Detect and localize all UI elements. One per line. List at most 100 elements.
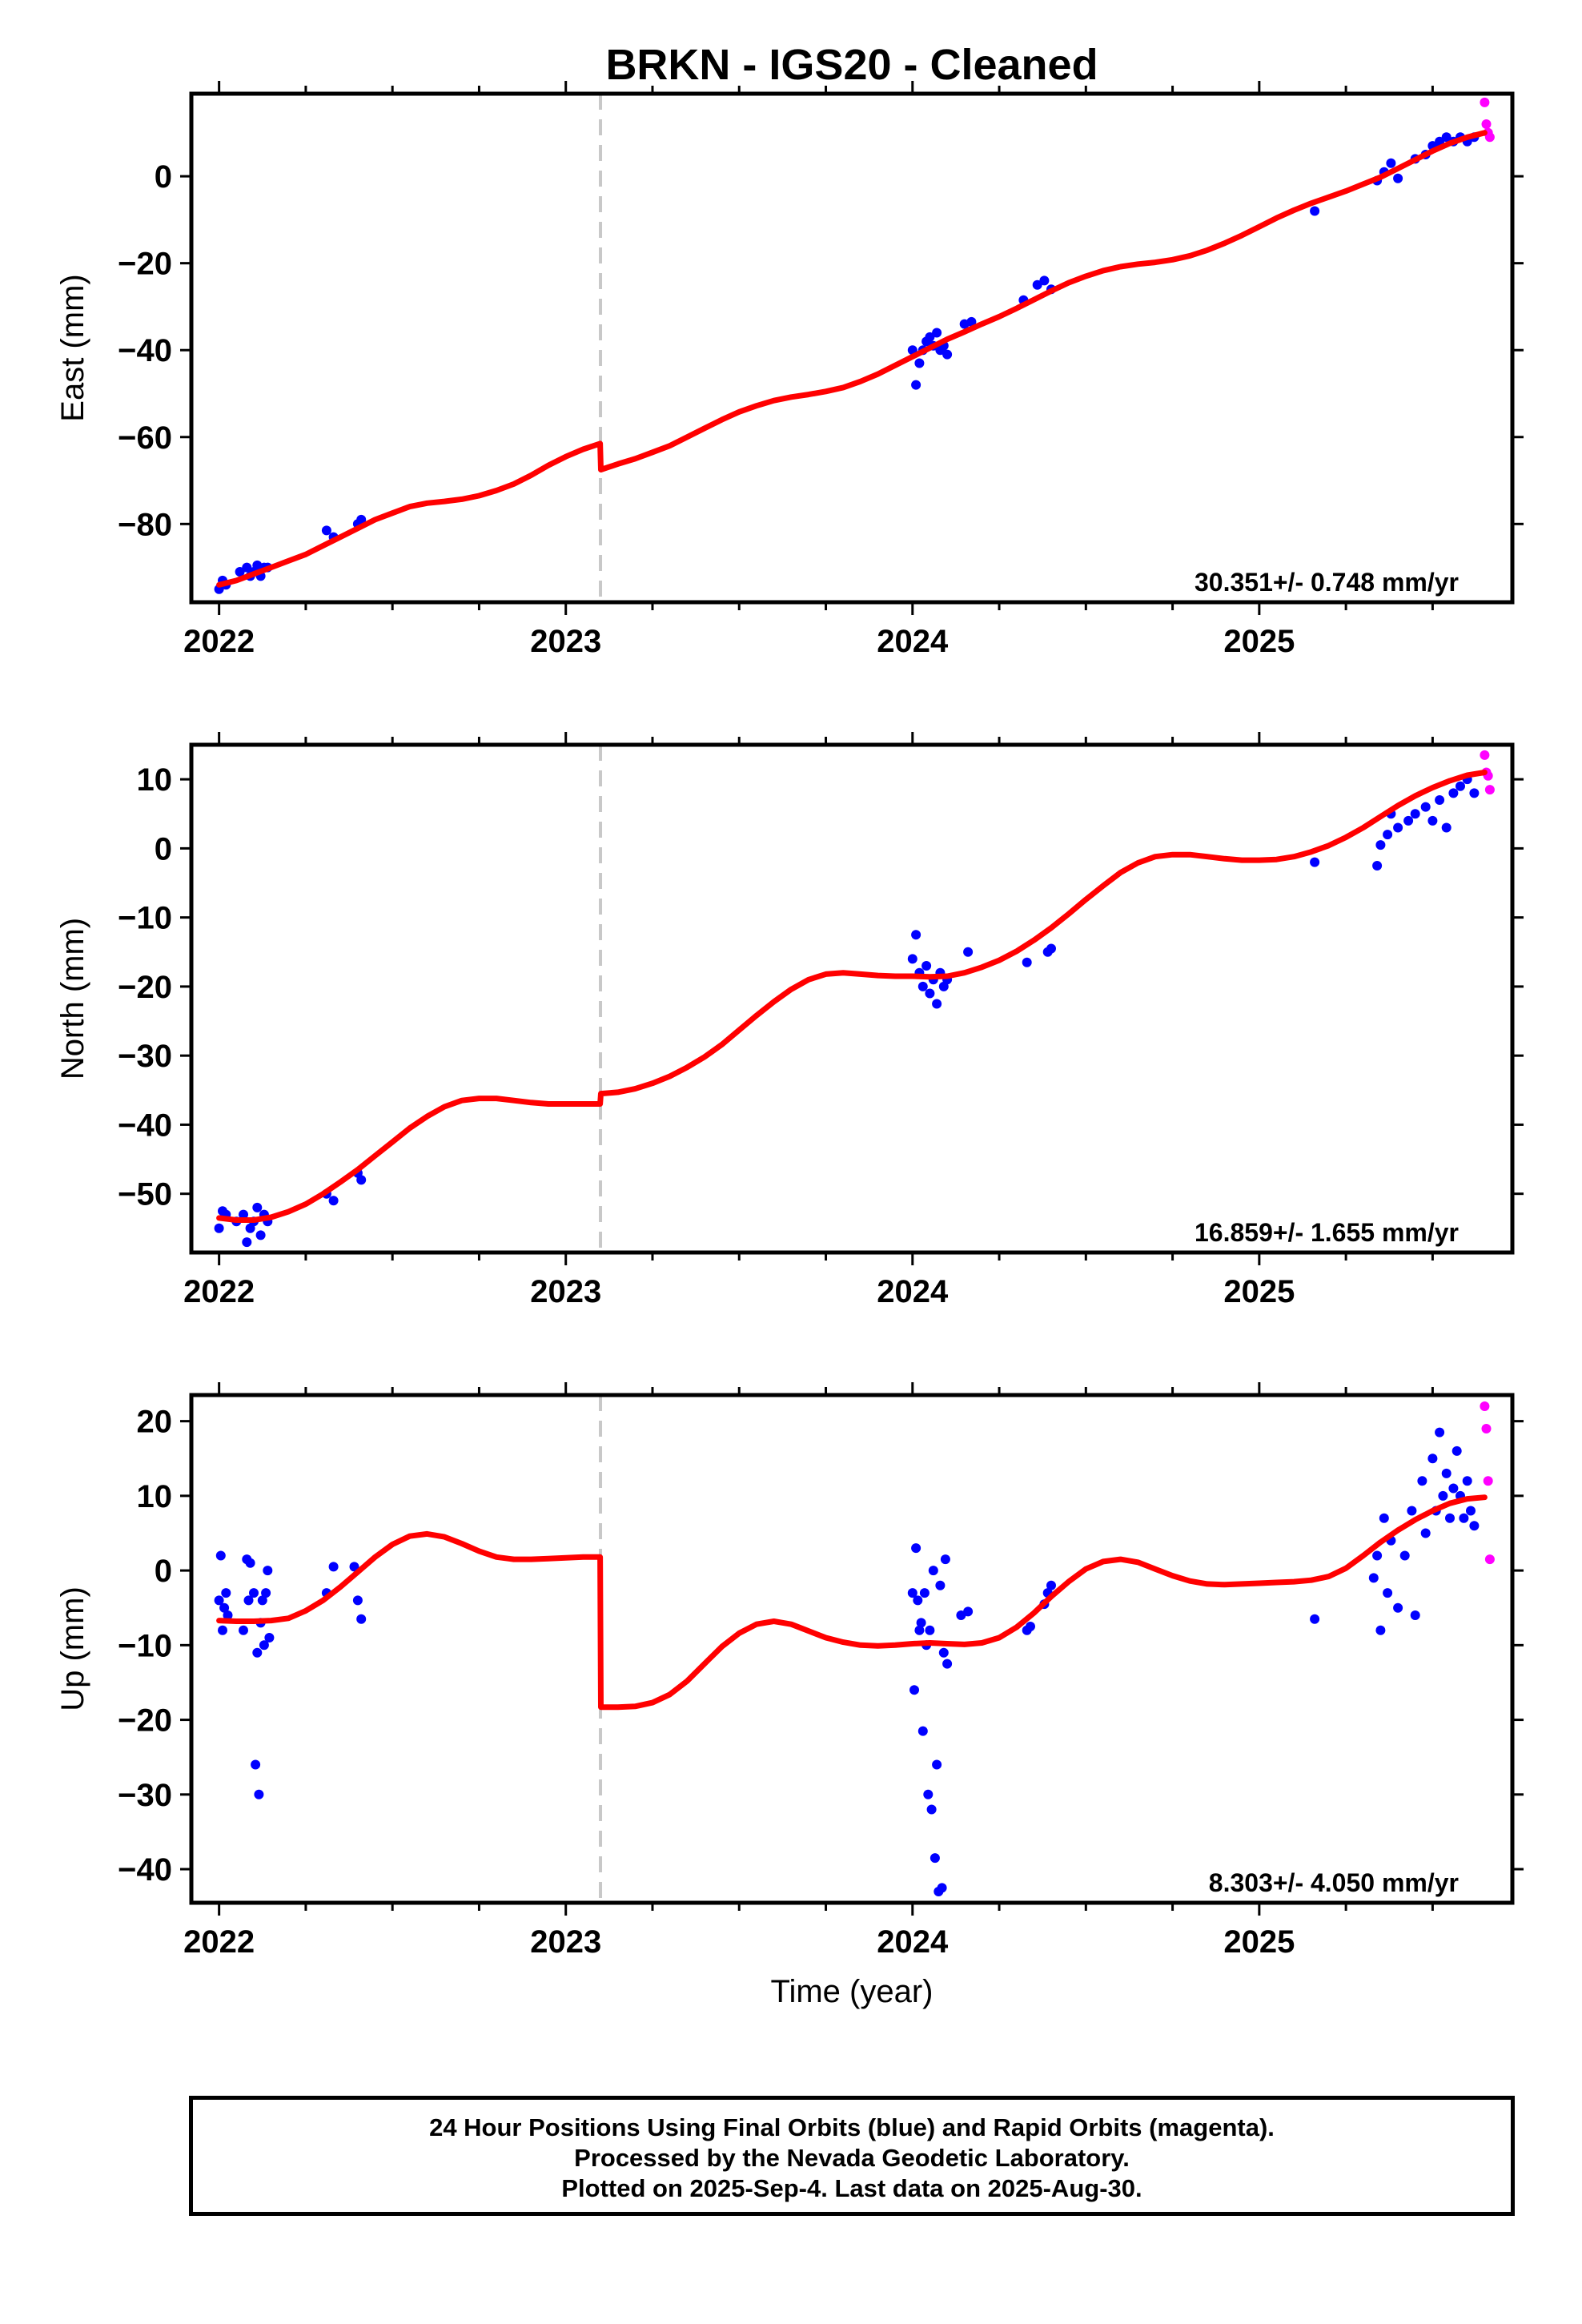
north-final-point bbox=[1393, 822, 1403, 833]
east-rapid-point bbox=[1480, 97, 1490, 107]
chart-title: BRKN - IGS20 - Cleaned bbox=[605, 41, 1098, 89]
north-final-point bbox=[1441, 822, 1452, 833]
north-final-point bbox=[1375, 840, 1386, 850]
up-final-point bbox=[1420, 1528, 1431, 1538]
east-final-point bbox=[942, 349, 953, 360]
up-final-point bbox=[1466, 1506, 1476, 1516]
up-axes-layer: −40 −30 −20 −10 0 10 20 2022 2023 2024 2025 bbox=[118, 1382, 1524, 1960]
north-y-tick-label: 10 bbox=[137, 762, 173, 798]
north-x-tick-label: 2022 bbox=[183, 1274, 255, 1309]
east-final-point bbox=[911, 380, 921, 390]
up-final-point bbox=[1469, 1521, 1480, 1531]
east-final-point bbox=[1032, 279, 1042, 290]
caption-line-orbits: 24 Hour Positions Using Final Orbits (bl… bbox=[429, 2113, 1275, 2141]
east-data-layer bbox=[214, 94, 1495, 602]
up-y-tick-label: −30 bbox=[118, 1778, 172, 1813]
north-axes-layer: −50 −40 −30 −20 −10 0 10 2022 2023 2024 2025 bbox=[118, 732, 1524, 1309]
east-axes-layer: −80 −60 −40 −20 0 2022 2023 2024 2025 bbox=[118, 81, 1524, 659]
up-final-point bbox=[219, 1602, 230, 1613]
east-final-point bbox=[356, 514, 367, 525]
north-y-axis-label: North (mm) bbox=[55, 918, 90, 1080]
up-rapid-point bbox=[1483, 1476, 1493, 1486]
east-plot-frame bbox=[189, 91, 1515, 605]
up-final-point bbox=[257, 1595, 267, 1606]
north-final-point bbox=[1410, 809, 1420, 819]
north-final-point bbox=[1435, 795, 1445, 805]
up-x-tick-label: 2024 bbox=[877, 1924, 949, 1960]
up-final-point bbox=[925, 1625, 935, 1635]
north-final-point bbox=[356, 1175, 367, 1185]
up-x-tick-label: 2022 bbox=[183, 1924, 255, 1960]
east-final-point bbox=[321, 525, 331, 536]
up-final-point bbox=[263, 1566, 273, 1576]
up-y-tick-label: −20 bbox=[118, 1703, 172, 1739]
north-final-point bbox=[1448, 788, 1459, 798]
north-plot-frame bbox=[189, 742, 1515, 1255]
up-y-tick-label: 0 bbox=[155, 1554, 172, 1589]
east-final-point bbox=[1441, 132, 1452, 143]
east-y-tick-label: 0 bbox=[155, 159, 172, 195]
east-final-point bbox=[1310, 206, 1320, 216]
up-final-point bbox=[243, 1595, 254, 1606]
caption-box: 24 Hour Positions Using Final Orbits (bl… bbox=[189, 2096, 1515, 2216]
up-final-point bbox=[1372, 1550, 1383, 1561]
east-final-point bbox=[932, 328, 942, 338]
east-y-tick-label: −80 bbox=[118, 507, 172, 542]
up-final-point bbox=[916, 1618, 926, 1628]
up-final-point bbox=[1462, 1476, 1472, 1486]
up-final-point bbox=[963, 1606, 974, 1617]
up-y-tick-label: −40 bbox=[118, 1852, 172, 1888]
up-final-point bbox=[914, 1625, 925, 1635]
up-panel: −40 −30 −20 −10 0 10 20 2022 2023 2024 2025 Up (mm… bbox=[55, 1382, 1524, 2009]
north-final-point bbox=[1469, 788, 1480, 798]
up-final-point bbox=[926, 1804, 937, 1815]
up-final-point bbox=[349, 1562, 359, 1572]
up-final-point bbox=[1445, 1513, 1455, 1523]
up-final-point bbox=[917, 1726, 928, 1736]
up-y-axis-label: Up (mm) bbox=[55, 1586, 90, 1711]
up-final-point bbox=[259, 1640, 269, 1651]
north-final-point bbox=[1427, 815, 1438, 826]
up-final-point bbox=[935, 1580, 946, 1590]
north-model-line bbox=[216, 770, 1488, 1223]
north-data-layer bbox=[214, 745, 1495, 1252]
north-y-tick-label: −10 bbox=[118, 901, 172, 936]
north-final-point bbox=[328, 1196, 339, 1206]
up-velocity-label: 8.303+/- 4.050 mm/yr bbox=[1209, 1868, 1459, 1897]
up-final-point bbox=[1393, 1602, 1403, 1613]
east-y-axis-label: East (mm) bbox=[55, 274, 90, 421]
east-final-point bbox=[1393, 173, 1403, 183]
up-final-point bbox=[937, 1883, 947, 1893]
up-final-point bbox=[239, 1625, 248, 1635]
north-x-tick-label: 2024 bbox=[877, 1274, 949, 1309]
up-plot-frame bbox=[189, 1393, 1515, 1905]
up-final-point bbox=[940, 1554, 950, 1565]
up-final-point bbox=[1410, 1610, 1420, 1620]
north-final-point bbox=[1456, 781, 1465, 791]
up-final-point bbox=[1368, 1573, 1379, 1583]
up-final-point bbox=[1046, 1580, 1056, 1590]
up-final-point bbox=[1459, 1513, 1469, 1523]
east-rapid-point bbox=[1484, 132, 1495, 143]
up-final-point bbox=[352, 1595, 363, 1606]
up-final-point bbox=[254, 1789, 264, 1799]
up-x-tick-label: 2025 bbox=[1223, 1924, 1295, 1960]
caption-line-dates: Plotted on 2025-Sep-4. Last data on 2025… bbox=[561, 2174, 1142, 2202]
east-final-point bbox=[242, 562, 252, 573]
east-velocity-label: 30.351+/- 0.748 mm/yr bbox=[1195, 568, 1459, 597]
up-final-point bbox=[214, 1595, 224, 1606]
up-final-point bbox=[907, 1588, 917, 1598]
up-final-point bbox=[215, 1550, 226, 1561]
east-final-point bbox=[925, 332, 935, 342]
up-final-point bbox=[1379, 1513, 1389, 1523]
up-final-point bbox=[1026, 1622, 1035, 1631]
north-final-point bbox=[1022, 957, 1032, 967]
up-final-point bbox=[930, 1853, 940, 1864]
up-final-point bbox=[261, 1588, 271, 1598]
up-final-point bbox=[328, 1562, 339, 1572]
north-rapid-point bbox=[1484, 785, 1495, 795]
up-final-point bbox=[1427, 1454, 1438, 1464]
up-model-line bbox=[216, 1494, 1488, 1711]
north-final-point bbox=[1310, 857, 1320, 867]
